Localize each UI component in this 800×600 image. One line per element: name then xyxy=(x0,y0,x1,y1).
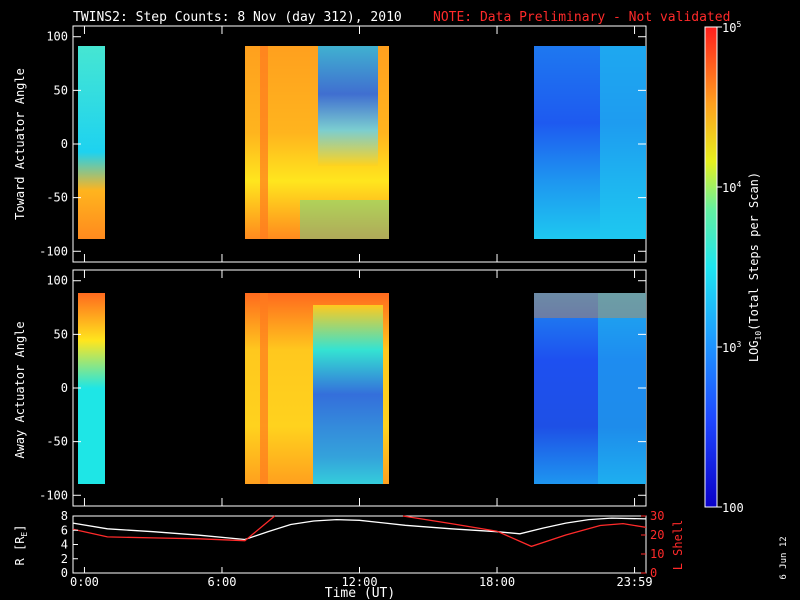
colorbar-tick-label: 105 xyxy=(722,20,741,35)
r-tick-label: 6 xyxy=(61,523,68,537)
x-tick-label: 18:00 xyxy=(479,575,515,589)
l-shell-line xyxy=(402,515,647,548)
heatmap-block-1 xyxy=(78,293,105,484)
tick-exponent: 5 xyxy=(736,20,741,29)
y-tick-label: 0 xyxy=(61,381,68,395)
heatmap-cells xyxy=(78,293,646,484)
y-axis-away: 100 50 0 -50 -100 xyxy=(39,270,646,506)
tick-base: 100 xyxy=(722,501,744,515)
r-tick-label: 2 xyxy=(61,552,68,566)
r-axis-label-main: R [R xyxy=(13,536,27,566)
heatmap-block-3-cyan xyxy=(600,46,646,239)
colorbar-label: LOG10(Total Steps per Scan) xyxy=(747,172,763,362)
r-distance-line xyxy=(72,517,647,541)
heatmap-block-2-blue xyxy=(313,305,383,484)
colorbar-gradient xyxy=(704,26,718,508)
panel-frame xyxy=(72,515,647,574)
x-tick-label: 6:00 xyxy=(208,575,237,589)
heatmap-block-2-noise xyxy=(300,200,389,239)
l-shell-line xyxy=(72,515,276,542)
y-tick-label: -100 xyxy=(39,488,68,502)
colorbar-tick-label: 100 xyxy=(722,501,744,515)
y-axis-toward: 100 50 0 -50 -100 xyxy=(39,26,646,262)
heatmap-block-3-top xyxy=(534,293,646,318)
y-tick-label: -100 xyxy=(39,244,68,258)
tick-exponent: 4 xyxy=(736,180,741,189)
r-axis-label-close: ] xyxy=(13,525,27,532)
l-shell-axis-label: L Shell xyxy=(671,520,685,571)
l-shell-tick-label: 10 xyxy=(650,547,664,561)
colorbar-tick-label: 104 xyxy=(722,180,741,195)
y-tick-label: -50 xyxy=(46,435,68,449)
heatmap-block-2-blue xyxy=(318,46,378,166)
heatmap-panel-toward: 100 50 0 -50 -100 Toward Actuator Angle xyxy=(13,25,647,263)
colorbar-label-sub: 10 xyxy=(754,331,763,341)
l-shell-tick-label: 0 xyxy=(650,566,657,580)
r-tick-label: 0 xyxy=(61,566,68,580)
r-axis-label: R [RE] xyxy=(13,525,29,566)
heatmap-panel-away: 100 50 0 -50 -100 Away Actuator Angle xyxy=(13,269,647,507)
preliminary-note: NOTE: Data Preliminary - Not validated xyxy=(433,10,730,25)
r-tick-label: 4 xyxy=(61,538,68,552)
x-tick-label: 0:00 xyxy=(70,575,99,589)
tick-base: 10 xyxy=(722,181,736,195)
x-axis-label: Time (UT) xyxy=(325,586,395,600)
y-tick-label: 0 xyxy=(61,137,68,151)
x-tick-label: 12:00 xyxy=(341,575,377,589)
tick-exponent: 3 xyxy=(736,340,741,349)
date-stamp: 6 Jun 12 xyxy=(779,536,789,579)
tick-base: 10 xyxy=(722,341,736,355)
y-tick-label: 50 xyxy=(54,83,68,97)
colorbar-label-rest: (Total Steps per Scan) xyxy=(747,172,761,331)
colorbar-tick-label: 103 xyxy=(722,340,741,355)
r-tick-label: 8 xyxy=(61,509,68,523)
heatmap-block-2-stripe xyxy=(260,293,268,484)
x-tick-label: 23:59 xyxy=(616,575,652,589)
heatmap-block-1 xyxy=(78,46,105,239)
heatmap-cells xyxy=(78,46,646,239)
l-shell-tick-label: 30 xyxy=(650,509,664,523)
y-tick-label: 50 xyxy=(54,327,68,341)
figure-title: TWINS2: Step Counts: 8 Nov (day 312), 20… xyxy=(73,10,402,25)
y-tick-label: 100 xyxy=(46,30,68,44)
colorbar-label-main: LOG xyxy=(747,340,761,362)
orbit-lines xyxy=(72,515,647,548)
heatmap-block-2-stripe xyxy=(260,46,268,239)
y-tick-label: -50 xyxy=(46,191,68,205)
y-axis-label-away: Away Actuator Angle xyxy=(13,321,27,458)
y-tick-label: 100 xyxy=(46,274,68,288)
tick-base: 10 xyxy=(722,21,736,35)
l-shell-tick-label: 20 xyxy=(650,528,664,542)
r-axis-label-sub: E xyxy=(20,532,29,537)
y-axis-label-toward: Toward Actuator Angle xyxy=(13,68,27,220)
